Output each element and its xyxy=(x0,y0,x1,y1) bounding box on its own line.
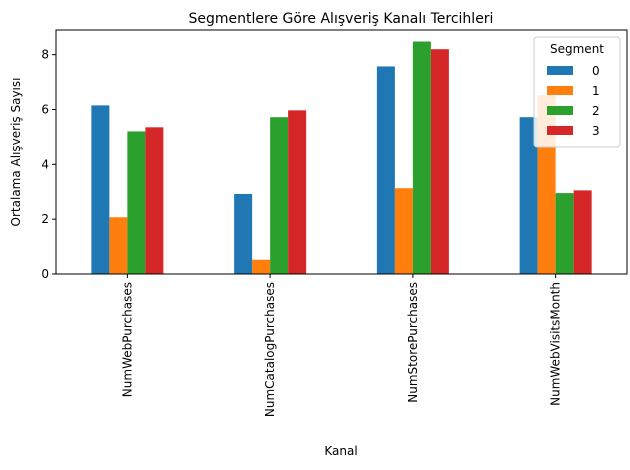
y-axis: 0 2 4 6 8 xyxy=(41,48,56,281)
bar-segment-3-NumWebPurchases xyxy=(145,127,164,274)
y-axis-label: Ortalama Alışveriş Sayısı xyxy=(9,78,23,227)
x-tick-label-NumWebVisitsMonth: NumWebVisitsMonth xyxy=(549,282,563,406)
y-tick-label-8: 8 xyxy=(41,48,49,62)
bar-segment-0-NumCatalogPurchases xyxy=(234,193,253,274)
chart-title: Segmentlere Göre Alışveriş Kanalı Tercih… xyxy=(189,11,494,27)
x-tick-label-NumCatalogPurchases: NumCatalogPurchases xyxy=(263,282,277,417)
legend-entry-2: 2 xyxy=(592,104,600,118)
legend-entry-1: 1 xyxy=(592,84,600,98)
plot-frame xyxy=(55,29,628,275)
legend-title: Segment xyxy=(550,42,604,56)
legend-swatch-0 xyxy=(547,66,573,75)
y-tick-label-0: 0 xyxy=(41,267,49,281)
legend-entry-3: 3 xyxy=(592,124,600,138)
bar-segment-3-NumCatalogPurchases xyxy=(288,110,307,274)
x-axis-label: Kanal xyxy=(324,444,357,458)
bar-segment-1-NumWebPurchases xyxy=(109,217,128,274)
legend-swatch-3 xyxy=(547,126,573,135)
x-tick-label-NumStorePurchases: NumStorePurchases xyxy=(406,282,420,403)
bar-segment-3-NumStorePurchases xyxy=(430,49,449,274)
bar-segment-0-NumStorePurchases xyxy=(376,66,395,275)
y-tick-label-6: 6 xyxy=(41,103,49,117)
legend-frame xyxy=(533,36,621,148)
bar-segment-0-NumWebVisitsMonth xyxy=(519,117,538,275)
bar-segment-2-NumCatalogPurchases xyxy=(270,117,289,275)
bar-segment-0-NumWebPurchases xyxy=(91,105,110,274)
y-tick-label-4: 4 xyxy=(41,157,49,171)
x-axis: NumWebPurchases NumCatalogPurchases NumSto… xyxy=(120,274,563,417)
x-tick-label-NumWebPurchases: NumWebPurchases xyxy=(120,282,134,397)
y-tick-label-2: 2 xyxy=(41,212,49,226)
bar-segment-2-NumStorePurchases xyxy=(412,41,431,275)
legend: Segment 0 1 2 3 xyxy=(533,36,621,148)
legend-swatch-2 xyxy=(547,106,573,115)
bar-segment-3-NumWebVisitsMonth xyxy=(573,190,592,274)
bar-segment-1-NumStorePurchases xyxy=(394,188,413,274)
legend-entry-0: 0 xyxy=(592,64,600,78)
bar-segment-2-NumWebPurchases xyxy=(127,131,146,274)
bars-group xyxy=(91,41,592,275)
legend-swatch-1 xyxy=(547,86,573,95)
bar-segment-2-NumWebVisitsMonth xyxy=(555,193,574,274)
bar-segment-1-NumCatalogPurchases xyxy=(252,259,271,274)
